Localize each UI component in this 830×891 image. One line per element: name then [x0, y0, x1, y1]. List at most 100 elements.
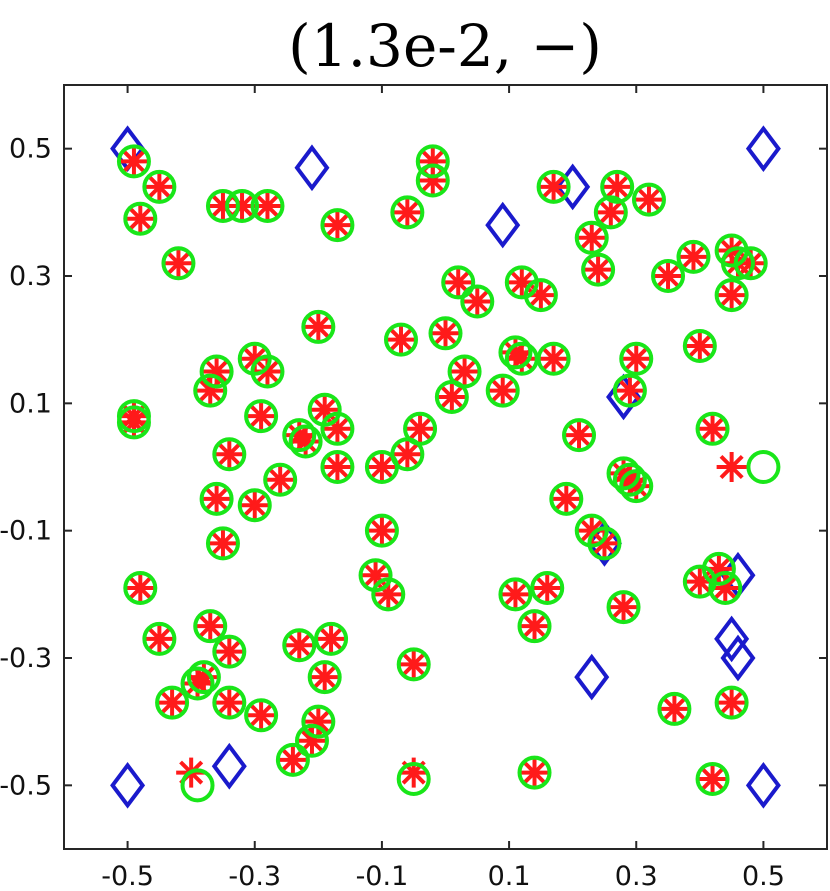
circle-marker — [186, 660, 221, 695]
diamond-marker — [714, 615, 750, 663]
star-marker — [252, 356, 283, 387]
circle-marker — [116, 144, 151, 179]
diamond-marker — [211, 742, 247, 790]
circle-marker — [161, 246, 196, 281]
circle-marker — [428, 316, 463, 351]
star-marker — [487, 375, 518, 406]
circle-marker — [205, 188, 240, 223]
star-marker — [538, 171, 569, 202]
circle-marker — [460, 284, 495, 319]
star-marker — [500, 579, 531, 610]
circle-marker — [549, 481, 584, 516]
circle-marker — [288, 424, 323, 459]
circle-marker — [441, 265, 476, 300]
circle-marker — [536, 341, 571, 376]
circle-marker — [282, 628, 317, 663]
star-marker — [385, 324, 416, 355]
diamond-marker — [110, 761, 146, 809]
star-marker — [564, 420, 595, 451]
diamond-marker — [485, 201, 521, 249]
star-marker — [608, 592, 639, 623]
circle-marker — [364, 450, 399, 484]
circle-marker — [250, 354, 285, 389]
circle-marker — [530, 570, 565, 605]
star-marker — [519, 611, 550, 642]
star-marker — [595, 197, 626, 228]
diamond-marker — [294, 144, 330, 192]
x-tick-label: -0.1 — [356, 861, 409, 891]
circle-marker — [205, 526, 240, 561]
circle-marker — [517, 755, 552, 790]
circle-marker — [746, 450, 781, 484]
star-marker — [532, 572, 563, 603]
circle-marker — [396, 761, 431, 796]
circle-marker — [390, 195, 425, 230]
star-marker — [392, 439, 423, 470]
circle-marker — [193, 609, 228, 644]
circle-marker — [733, 246, 768, 281]
star-marker — [659, 693, 690, 724]
circle-marker — [294, 723, 329, 758]
star-marker — [621, 343, 652, 374]
circle-marker — [498, 577, 533, 612]
star-marker — [144, 171, 175, 202]
star-marker — [398, 649, 429, 680]
circle-marker — [657, 691, 692, 726]
circle-marker — [498, 335, 533, 370]
star-marker — [633, 184, 664, 215]
circle-marker — [574, 220, 609, 255]
star-marker — [614, 375, 645, 406]
circle-marker — [212, 634, 247, 669]
star-marker — [118, 146, 149, 177]
circle-marker — [587, 526, 622, 561]
star-marker — [366, 452, 397, 482]
star-marker — [576, 222, 607, 253]
x-tick-label: 0.5 — [742, 861, 785, 891]
star-marker — [716, 452, 747, 482]
star-marker — [316, 623, 347, 654]
x-tick-label: 0.3 — [615, 861, 658, 891]
circle-marker — [142, 621, 177, 656]
star-marker — [589, 528, 620, 559]
circle-marker — [714, 278, 749, 313]
circle-marker — [123, 570, 158, 605]
star-marker — [697, 763, 728, 794]
circle-marker — [720, 246, 755, 281]
circle-marker — [695, 411, 730, 446]
x-tick-label: -0.5 — [101, 861, 154, 891]
circle-marker — [485, 373, 520, 408]
star-marker — [716, 687, 747, 718]
circle-marker — [244, 698, 279, 733]
circle-marker — [307, 660, 342, 695]
diamond-marker — [745, 761, 781, 809]
star-marker — [322, 210, 353, 241]
circle-marker — [180, 666, 215, 701]
circle-marker — [142, 169, 177, 204]
circle-marker — [606, 456, 641, 491]
star-marker — [207, 528, 238, 559]
circle-marker — [180, 768, 215, 803]
y-axis: 0.5 0.3 0.1 -0.1 -0.3 -0.5 — [0, 134, 827, 801]
circle-marker — [619, 469, 654, 504]
circle-marker — [415, 163, 450, 198]
circle-marker — [517, 609, 552, 644]
star-marker — [195, 375, 226, 406]
circle-marker — [237, 488, 272, 523]
star-marker — [265, 464, 296, 495]
circle-marker — [600, 169, 635, 204]
circle-marker — [415, 144, 450, 179]
circle-marker — [695, 761, 730, 796]
star-marker — [195, 611, 226, 642]
circle-marker — [701, 551, 736, 586]
circle-marker — [237, 341, 272, 376]
circle-marker — [225, 188, 260, 223]
star-marker — [246, 401, 277, 432]
star-marker — [144, 623, 175, 654]
star-marker — [214, 439, 245, 470]
x-tick-label: 0.1 — [488, 861, 531, 891]
circle-marker — [593, 195, 628, 230]
circle-marker — [536, 169, 571, 204]
plot-area — [63, 84, 828, 850]
circle-marker — [193, 373, 228, 408]
